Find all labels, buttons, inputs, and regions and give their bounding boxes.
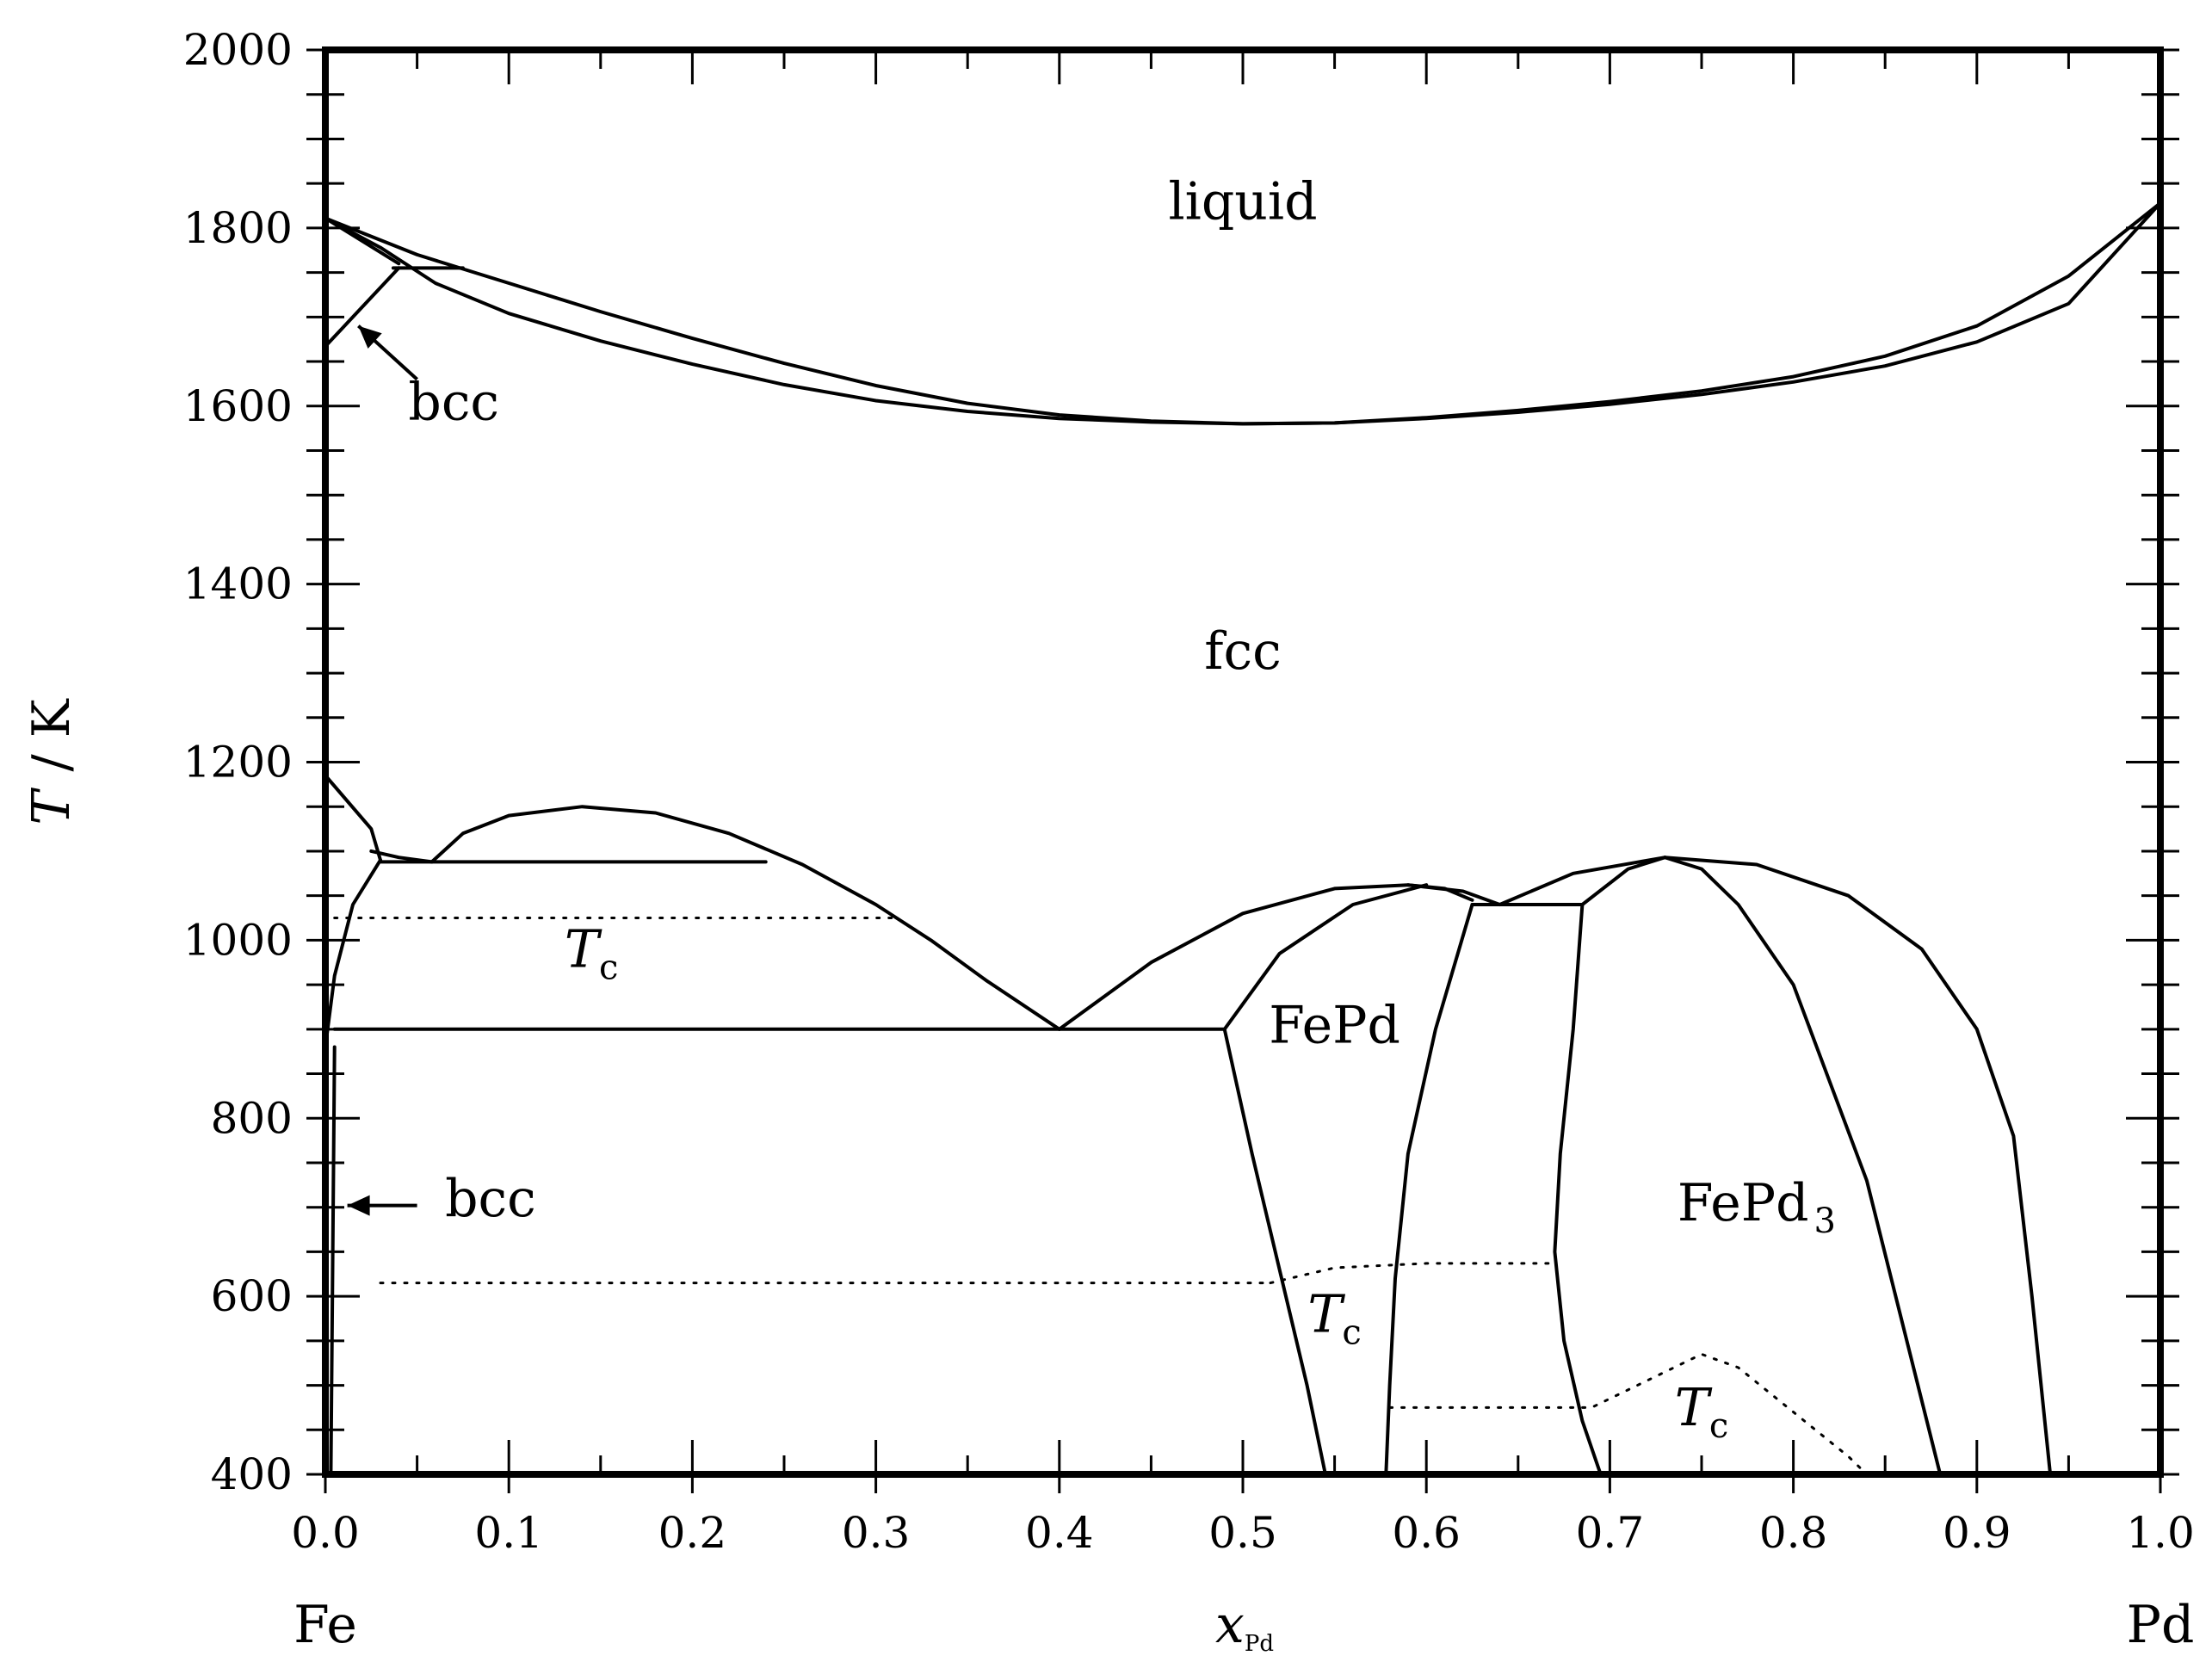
x-axis-symbol: x [1215, 1595, 1245, 1655]
endpoint-right-label: Pd [2127, 1595, 2195, 1655]
region-label: FePd 3 [1678, 1173, 1836, 1241]
phase-boundary-fepd-phase-right [1222, 1027, 1327, 1476]
y-axis-symbol: T [22, 788, 82, 825]
y-tick-label: 600 [211, 1271, 293, 1321]
phase-boundary-fepd-order-left [1057, 883, 1502, 1031]
y-axis-unit: / K [22, 698, 82, 771]
arrow-head-icon [347, 1195, 370, 1216]
y-tick-label: 400 [211, 1449, 293, 1499]
phase-boundary-fepd3-left-boundary [1553, 903, 1603, 1476]
x-tick-label: 0.2 [658, 1508, 727, 1558]
curie-sub: c [1342, 1313, 1361, 1353]
x-tick-label: 0.0 [291, 1508, 360, 1558]
plot-frame [322, 46, 2164, 1478]
axes-layer [306, 48, 2179, 1493]
y-tick-label: 1400 [183, 559, 293, 609]
endpoint-left-label: Fe [293, 1595, 357, 1655]
region-label: bcc [445, 1169, 536, 1229]
x-tick-label: 1.0 [2126, 1508, 2195, 1558]
y-tick-label: 1200 [183, 738, 293, 788]
labels-layer: 0.0 0.1 0.2 0.3 0.4 0.5 0.6 0.7 0.8 0.9 1.0 400 600 8… [22, 25, 2195, 1657]
phase-boundary-bcc-liquidus [324, 216, 401, 266]
x-axis-title: xPd [1215, 1595, 1274, 1657]
phase-boundary-miscibility-dome [429, 805, 1061, 1031]
region-label: FePd [1269, 995, 1400, 1055]
curie-temp-label: Tc [565, 919, 618, 987]
arrow-head-icon [358, 325, 382, 349]
phase-boundary-fepd-right-top [1406, 883, 1474, 902]
phase-boundary-liquidus [324, 201, 2162, 426]
y-tick-label: 800 [211, 1093, 293, 1143]
curie-symbol: T [565, 919, 602, 979]
x-tick-label: 0.3 [842, 1508, 911, 1558]
curie-line-tc-fepd3 [1388, 1352, 1869, 1476]
phase-boundary-bcc-lower-boundary [324, 858, 382, 1049]
x-tick-label: 0.6 [1392, 1508, 1461, 1558]
curie-sub: c [599, 948, 618, 987]
phase-boundary-fepd-inner [1222, 883, 1429, 1031]
phase-boundary-fepd3-inner-left [1580, 856, 1667, 906]
y-tick-label: 2000 [183, 25, 293, 75]
x-tick-label: 0.8 [1759, 1508, 1828, 1558]
region-label: fcc [1204, 621, 1281, 682]
y-tick-label: 1800 [183, 203, 293, 253]
x-axis-sub: Pd [1245, 1631, 1274, 1657]
region-label-sub: 3 [1814, 1202, 1836, 1241]
phase-boundary-solidus [324, 201, 2162, 426]
phase-boundary-fepd3-inner-right [1663, 856, 1943, 1476]
curie-line-tc-fepd [1269, 1262, 1556, 1285]
curie-symbol: T [1675, 1378, 1713, 1438]
y-tick-label: 1000 [183, 915, 293, 965]
phase-boundary-fe-axis-boundary [329, 1045, 337, 1476]
curie-temp-label: Tc [1307, 1285, 1361, 1353]
phase-boundary-fepd3-dome [1498, 856, 2053, 1476]
region-label: bcc [408, 372, 499, 432]
x-tick-label: 0.7 [1576, 1508, 1645, 1558]
region-label: liquid [1168, 172, 1317, 232]
x-tick-label: 0.9 [1943, 1508, 2011, 1558]
phase-boundary-gamma-alpha-left [324, 774, 382, 862]
curie-temp-label: Tc [1675, 1378, 1728, 1446]
phase-boundary-fepd-two-phase-left [1384, 903, 1474, 1476]
curie-symbol: T [1307, 1285, 1345, 1345]
x-tick-label: 0.5 [1208, 1508, 1277, 1558]
x-tick-label: 0.4 [1025, 1508, 1094, 1558]
y-tick-label: 1600 [183, 381, 293, 431]
curie-sub: c [1709, 1406, 1728, 1446]
phase-boundary-bcc-solvus-high [324, 266, 401, 349]
y-axis-title: T / K [22, 698, 82, 825]
x-tick-label: 0.1 [474, 1508, 543, 1558]
curves-layer [324, 201, 2162, 1476]
